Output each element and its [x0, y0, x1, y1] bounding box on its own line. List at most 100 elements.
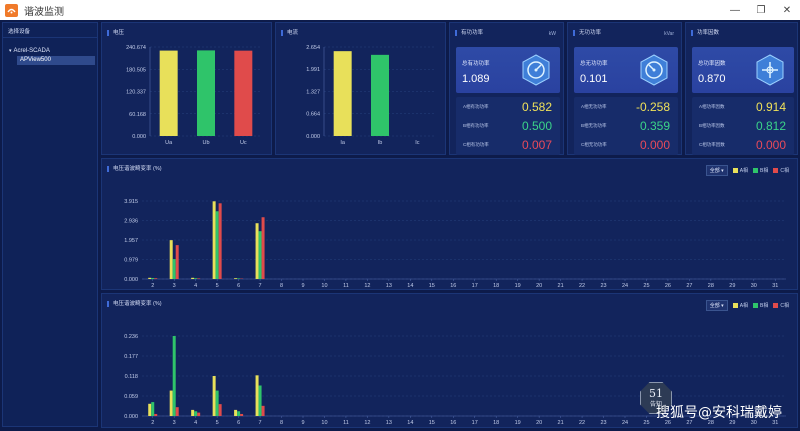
harmonic-lower-title: 电压谐波畸变率 (%): [107, 301, 162, 307]
x-tick-label: 24: [622, 283, 628, 289]
bar-h3-a: [169, 390, 173, 416]
y-tick-label: 1.957: [124, 238, 138, 244]
bar-ub: [197, 50, 215, 136]
phase-filter-select-lower[interactable]: 全部 ▾: [705, 300, 728, 311]
phase-c-reactive-value: 0.000: [639, 138, 670, 152]
notice-badge[interactable]: 51 告知: [640, 382, 672, 414]
x-tick-label: 16: [450, 420, 456, 426]
legend-a-lower[interactable]: A相: [732, 302, 748, 309]
bar-ib: [371, 54, 389, 136]
phase-c-reactive-row: C相无功功率 0.000: [574, 135, 678, 154]
total-power-factor-label: 总功率因数: [698, 61, 726, 67]
expand-arrow-icon[interactable]: ▾: [9, 48, 12, 54]
x-tick-label: 22: [579, 420, 585, 426]
legend-c-label: C相: [780, 168, 789, 174]
power-factor-panel: 功率因数 总功率因数 0.870 A相功率因数 0.914 B相功率因数 0.812…: [685, 22, 798, 155]
phase-a-factor-value: 0.914: [755, 100, 786, 114]
y-tick-label: 240.674: [126, 45, 146, 51]
x-tick-label: 12: [364, 283, 370, 289]
phase-filter-select[interactable]: 全部 ▾: [705, 165, 728, 176]
phase-b-reactive-row: B相无功功率 0.359: [574, 116, 678, 135]
y-tick-label: 0.177: [124, 354, 138, 360]
minimize-button[interactable]: —: [730, 4, 740, 16]
x-tick-label: 31: [772, 283, 778, 289]
total-power-factor-value: 0.870: [698, 73, 726, 85]
phase-c-reactive-label: C相无功功率: [581, 142, 607, 147]
legend-b-lower[interactable]: B相: [753, 302, 768, 309]
maximize-button[interactable]: ❐: [756, 4, 766, 16]
x-tick-label: 20: [536, 283, 542, 289]
y-tick-label: 1.991: [306, 67, 320, 73]
x-tick-label: 20: [536, 420, 542, 426]
x-tick-label: 23: [600, 283, 606, 289]
active-power-phase-list: A相有功功率 0.582 B相有功功率 0.500 C相有功功率 0.007: [456, 97, 560, 155]
window-title: 谐波监测: [24, 6, 64, 18]
phase-c-factor-value: 0.000: [755, 138, 786, 152]
bar-h2-b: [151, 402, 155, 416]
y-tick-label: 2.654: [306, 45, 320, 51]
phase-c-active-label: C相有功功率: [463, 142, 489, 147]
bar-h4-c: [197, 412, 201, 416]
voltage-chart: 0.000 60.168 120.337 180.505 240.674 Ua Ub Uc: [126, 45, 262, 146]
y-tick-label: 0.000: [124, 277, 138, 283]
bar-h3-c: [175, 245, 179, 279]
bar-h6-c: [240, 413, 244, 416]
x-tick-label: 2: [151, 420, 154, 426]
x-tick-label: 5: [216, 283, 219, 289]
x-tick-label: 26: [665, 283, 671, 289]
x-tick-label: 25: [643, 283, 649, 289]
power-gauge-icon: [518, 52, 554, 93]
y-tick-label: 0.000: [124, 414, 138, 420]
x-tick-label: 29: [729, 420, 735, 426]
bar-h5-c: [218, 404, 222, 416]
harmonic-upper-legend: 全部 ▾ A相 B相 C相: [705, 165, 789, 176]
bar-h4-a: [191, 277, 195, 279]
legend-b-label: B相: [760, 168, 769, 174]
y-tick-label: 180.505: [126, 67, 146, 73]
phase-b-reactive-label: B相无功功率: [581, 123, 607, 128]
legend-c[interactable]: C相: [773, 167, 789, 174]
bar-h3-a: [169, 240, 173, 279]
bar-h3-b: [172, 259, 176, 279]
tree-node-root[interactable]: ▾ Acrel-SCADA: [9, 48, 97, 54]
bar-uc: [234, 50, 253, 136]
y-tick-label: 0.000: [306, 134, 320, 140]
reactive-power-panel: 无功功率 kVar 总无功功率 0.101 A相无功功率 -0.258 B相无功功…: [567, 22, 682, 155]
watermark-text: 搜狐号@安科瑞戴婷: [656, 405, 782, 421]
x-tick-label: 18: [493, 283, 499, 289]
y-tick-label: 0.979: [124, 257, 138, 263]
bar-h6-a: [234, 409, 238, 416]
bar-h2-a: [148, 277, 152, 279]
x-tick-label: 31: [772, 420, 778, 426]
x-tick-label: 11: [343, 420, 349, 426]
tree-node-root-label: Acrel-SCADA: [13, 48, 50, 54]
active-power-title: 有功功率: [455, 30, 483, 36]
bar-h3-b: [172, 336, 176, 416]
x-tick-label: 6: [237, 420, 240, 426]
bar-h5-c: [218, 203, 222, 279]
power-factor-title: 功率因数: [691, 30, 719, 36]
legend-a[interactable]: A相: [732, 167, 748, 174]
x-tick-label: 24: [622, 420, 628, 426]
voltage-panel-title: 电压: [107, 30, 124, 36]
tree-node-apview500[interactable]: APView500: [17, 56, 95, 65]
x-tick-label: 11: [343, 283, 349, 289]
x-tick-label: 12: [364, 420, 370, 426]
x-tick-label: 2: [151, 283, 154, 289]
current-panel: 电流 0.000 0.664 1.327 1.991 2.654 Ia Ib Ic: [275, 22, 446, 155]
x-tick-label: 28: [708, 283, 714, 289]
close-button[interactable]: ✕: [782, 4, 792, 16]
factor-gauge-icon: [752, 52, 788, 93]
current-chart: 0.000 0.664 1.327 1.991 2.654 Ia Ib Ic: [306, 45, 436, 146]
phase-b-active-row: B相有功功率 0.500: [456, 116, 560, 135]
x-tick-label: 14: [407, 420, 413, 426]
x-tick-label: 28: [708, 420, 714, 426]
harmonic-upper-title: 电压谐波畸变率 (%): [107, 166, 162, 172]
phase-c-factor-label: C相功率因数: [699, 142, 725, 147]
legend-b[interactable]: B相: [753, 167, 768, 174]
total-active-power-label: 总有功功率: [462, 61, 490, 67]
legend-c-lower[interactable]: C相: [773, 302, 789, 309]
y-tick-label: 0.000: [132, 134, 146, 140]
x-tick-label: 22: [579, 283, 585, 289]
